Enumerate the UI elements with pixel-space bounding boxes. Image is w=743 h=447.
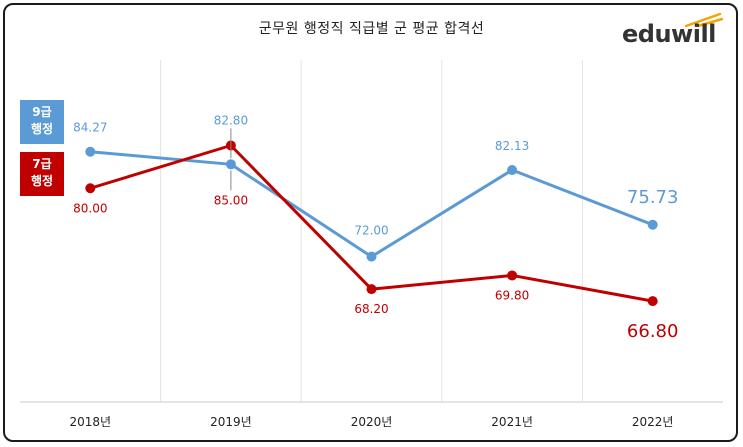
data-point bbox=[85, 146, 96, 157]
data-label: 75.73 bbox=[627, 187, 679, 208]
data-point bbox=[366, 284, 377, 295]
data-label: 85.00 bbox=[214, 193, 248, 207]
data-label: 82.80 bbox=[214, 113, 248, 127]
logo-mark-icon bbox=[684, 12, 724, 28]
legend-9-line2: 행정 bbox=[30, 122, 54, 136]
chart-frame bbox=[3, 3, 738, 442]
x-tick-label: 2022년 bbox=[632, 415, 674, 429]
series-line-9 bbox=[90, 150, 654, 259]
data-label: 80.00 bbox=[73, 201, 107, 215]
legend-9-line1: 9급 bbox=[32, 105, 52, 119]
data-point bbox=[85, 183, 96, 194]
data-label: 72.00 bbox=[354, 224, 388, 238]
x-tick-label: 2019년 bbox=[210, 415, 252, 429]
data-label: 69.80 bbox=[495, 288, 529, 302]
data-point bbox=[366, 251, 377, 262]
data-label: 66.80 bbox=[627, 321, 679, 342]
legend-7-line1: 7급 bbox=[32, 157, 52, 171]
legend-9-admin: 9급 행정 bbox=[20, 100, 64, 144]
data-label: 82.13 bbox=[495, 139, 529, 153]
x-tick-label: 2021년 bbox=[491, 415, 533, 429]
data-label: 84.27 bbox=[73, 121, 107, 135]
legend-7-line2: 행정 bbox=[30, 174, 54, 188]
brand-name: eduwill bbox=[622, 20, 716, 48]
data-point bbox=[507, 270, 518, 281]
data-point bbox=[507, 165, 518, 176]
data-label: 68.20 bbox=[354, 302, 388, 316]
data-point bbox=[647, 219, 658, 230]
x-tick-label: 2020년 bbox=[351, 415, 393, 429]
chart-title: 군무원 행정직 직급별 군 평균 합격선 bbox=[258, 21, 485, 37]
brand-logo: eduwill bbox=[622, 10, 724, 50]
x-tick-label: 2018년 bbox=[70, 415, 112, 429]
data-point bbox=[225, 159, 236, 170]
legend-7-admin: 7급 행정 bbox=[20, 152, 64, 196]
data-point bbox=[647, 296, 658, 307]
